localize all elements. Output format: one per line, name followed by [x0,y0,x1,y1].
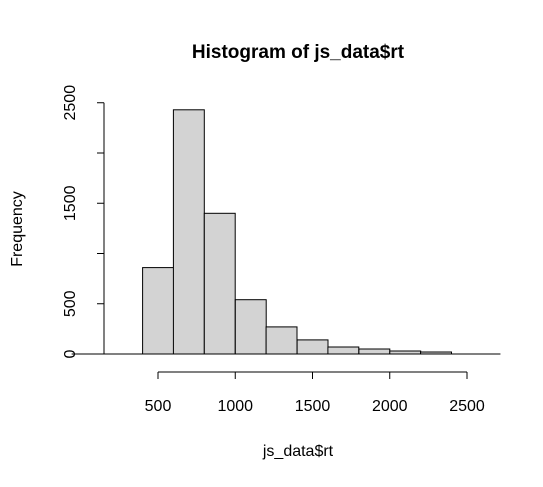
y-tick-label: 2500 [62,85,79,121]
bars-group [71,109,501,355]
histogram-bar [265,326,298,355]
y-tick-label: 500 [62,290,79,317]
y-tick-label: 0 [62,349,79,358]
chart-title: Histogram of js_data$rt [192,42,405,63]
histogram-bar [327,346,360,355]
histogram-bar [203,212,236,355]
y-tick-label: 1500 [62,185,79,221]
x-axis-label: js_data$rt [262,443,334,460]
x-tick-label: 500 [145,398,172,415]
histogram-bar [172,109,205,355]
x-tick-label: 1500 [295,398,331,415]
histogram-bar [296,339,329,355]
y-axis: 0 500 1500 2500 [62,85,105,358]
histogram-bar [358,348,391,355]
x-tick-label: 2000 [372,398,408,415]
histogram-bar [234,299,267,355]
histogram-bar [142,267,175,355]
x-tick-label: 2500 [449,398,485,415]
x-tick-label: 1000 [217,398,253,415]
x-axis: 500 1000 1500 2000 2500 [145,371,485,415]
y-axis-label: Frequency [9,191,26,267]
